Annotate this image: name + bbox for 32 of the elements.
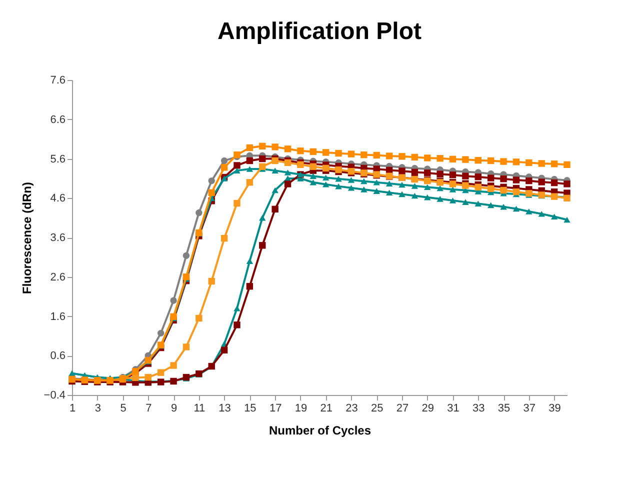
y-tick-label: 2.6 [50, 271, 66, 284]
x-tick-label: 3 [94, 402, 101, 414]
y-axis-title: Fluorescence (dRn) [20, 182, 34, 294]
x-tick-label: 15 [244, 402, 256, 414]
y-tick-label: −0.4 [44, 390, 66, 402]
y-tick-label: 6.6 [50, 114, 66, 126]
x-tick-label: 25 [370, 402, 384, 414]
y-tick-label: 7.6 [50, 74, 66, 86]
y-tick-label: 0.6 [50, 350, 66, 362]
x-tick-label: 19 [294, 402, 308, 414]
x-tick-label: 39 [548, 402, 561, 414]
x-tick-label: 27 [396, 402, 409, 414]
x-tick-label: 5 [120, 402, 126, 414]
y-tick-label: 3.6 [50, 232, 66, 244]
x-axis-title: Number of Cycles [268, 424, 372, 438]
x-tick-label: 21 [320, 402, 332, 414]
x-tick-label: 7 [146, 402, 152, 414]
x-tick-label: 33 [472, 402, 485, 414]
y-tick-label: 5.6 [50, 153, 66, 166]
x-tick-label: 9 [170, 402, 178, 414]
x-tick-label: 11 [194, 402, 206, 414]
chart-title: Amplification Plot [218, 18, 422, 45]
x-tick-label: 35 [498, 402, 510, 414]
x-tick-label: 17 [269, 402, 282, 414]
y-tick-label: 4.6 [50, 192, 66, 205]
y-tick-label: 1.6 [50, 310, 66, 323]
x-tick-label: 29 [422, 402, 434, 414]
x-tick-label: 13 [218, 402, 231, 414]
x-tick-label: 37 [523, 402, 536, 414]
x-tick-label: 1 [69, 402, 76, 414]
x-tick-label: 31 [447, 402, 460, 414]
x-tick-label: 23 [346, 402, 358, 414]
